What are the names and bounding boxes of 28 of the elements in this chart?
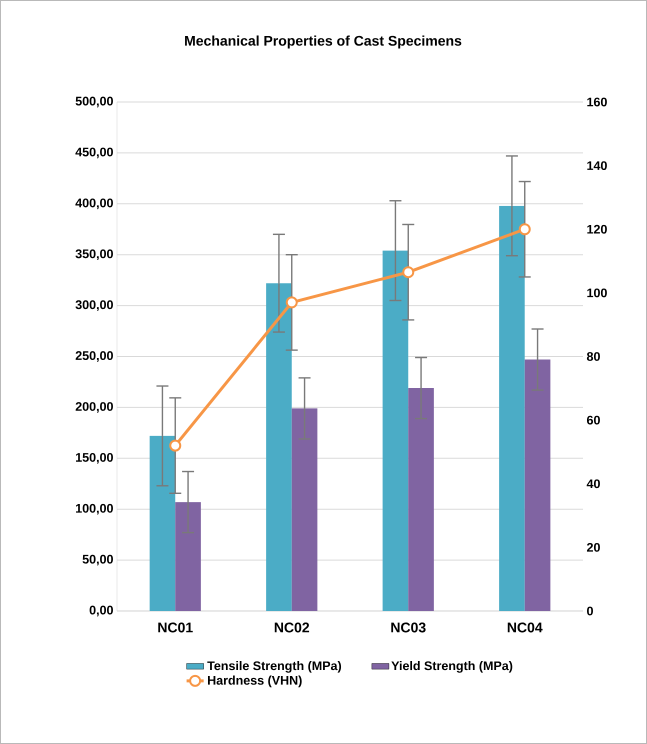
y-tick-label: 200,00 (76, 402, 113, 413)
x-tick-label: NC04 (508, 622, 543, 632)
y2-tick-label: 40 (586, 479, 600, 488)
y2-tick-label: 20 (586, 542, 600, 552)
y2-tick-label: 0 (587, 606, 593, 616)
x-tick-label: NC02 (274, 622, 310, 632)
y2-tick-label: 140 (587, 161, 607, 170)
y-tick-label: 50,00 (82, 554, 113, 566)
y-tick-label: 450,00 (75, 148, 113, 158)
y-tick-label: 300,00 (76, 300, 113, 311)
y2-tick-label: 120 (587, 224, 607, 234)
x-tick-label: NC01 (158, 622, 193, 632)
chart-title: Mechanical Properties of Cast Specimens (185, 35, 462, 49)
legend-label: Hardness (VHN) (208, 676, 302, 688)
legend-label: Tensile Strength (MPa) (207, 660, 342, 673)
y-tick-label: 100,00 (76, 504, 113, 515)
y2-tick-label: 60 (586, 416, 600, 425)
y-tick-label: 250,00 (76, 351, 113, 362)
y-tick-label: 500,00 (76, 96, 113, 108)
y2-tick-label: 80 (586, 352, 600, 361)
legend-label: Yield Strength (MPa) (391, 660, 512, 673)
y2-tick-label: 160 (587, 98, 607, 106)
y-tick-label: 0,00 (90, 606, 113, 616)
y-tick-label: 400,00 (75, 198, 113, 210)
y2-tick-label: 100 (587, 288, 607, 298)
x-tick-label: NC03 (391, 622, 426, 632)
y-tick-label: 350,00 (76, 249, 113, 260)
y-tick-label: 150,00 (76, 452, 113, 464)
